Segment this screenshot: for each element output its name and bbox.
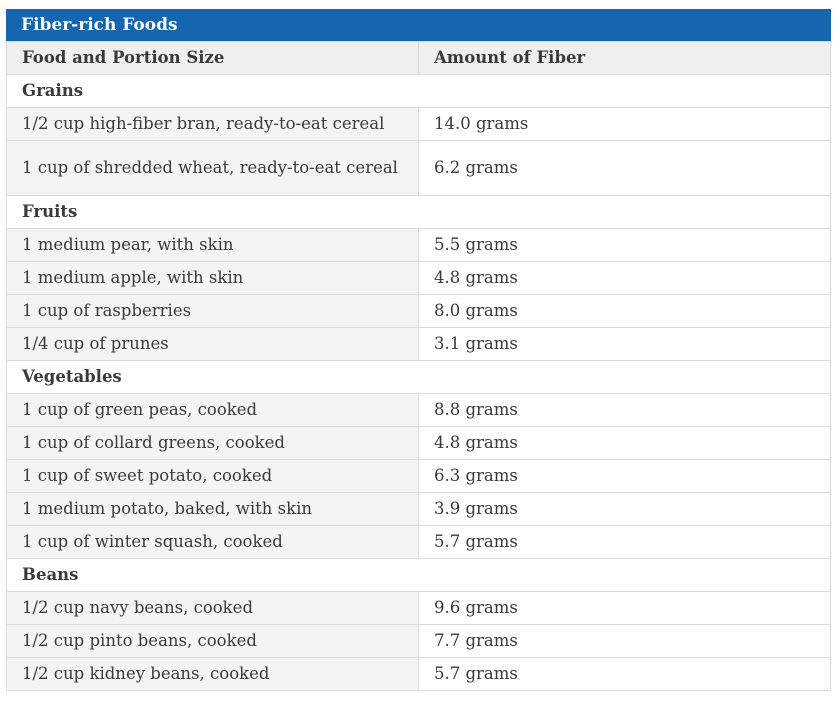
amount-cell: 3.9 grams — [418, 492, 831, 526]
header-amount: Amount of Fiber — [418, 41, 831, 75]
amount-cell: 5.5 grams — [418, 228, 831, 262]
amount-cell: 8.0 grams — [418, 294, 831, 328]
table-title: Fiber-rich Foods — [6, 9, 831, 41]
food-cell: 1/2 cup pinto beans, cooked — [6, 624, 419, 658]
amount-cell: 3.1 grams — [418, 327, 831, 361]
food-cell: 1 cup of collard greens, cooked — [6, 426, 419, 460]
table-row: 1/2 cup high-fiber bran, ready-to-eat ce… — [6, 107, 831, 141]
table-row: 1 cup of winter squash, cooked 5.7 grams — [6, 525, 831, 559]
table-row: 1 medium pear, with skin 5.5 grams — [6, 228, 831, 262]
fiber-rich-foods-table: Fiber-rich Foods Food and Portion Size A… — [6, 9, 831, 691]
table-row: 1 medium apple, with skin 4.8 grams — [6, 261, 831, 295]
table-body: Grains 1/2 cup high-fiber bran, ready-to-… — [6, 74, 831, 691]
food-cell: 1/4 cup of prunes — [6, 327, 419, 361]
food-cell: 1/2 cup kidney beans, cooked — [6, 657, 419, 691]
category-row: Beans — [6, 558, 831, 592]
table-row: 1 medium potato, baked, with skin 3.9 gra… — [6, 492, 831, 526]
table-row: 1/2 cup pinto beans, cooked 7.7 grams — [6, 624, 831, 658]
category-row: Grains — [6, 74, 831, 108]
category-label: Beans — [6, 558, 831, 592]
amount-cell: 6.3 grams — [418, 459, 831, 493]
table-row: 1 cup of raspberries 8.0 grams — [6, 294, 831, 328]
table-row: 1 cup of collard greens, cooked 4.8 grams — [6, 426, 831, 460]
table-row: 1/2 cup navy beans, cooked 9.6 grams — [6, 591, 831, 625]
amount-cell: 4.8 grams — [418, 426, 831, 460]
category-label: Fruits — [6, 195, 831, 229]
food-cell: 1 medium apple, with skin — [6, 261, 419, 295]
food-cell: 1 medium pear, with skin — [6, 228, 419, 262]
amount-cell: 7.7 grams — [418, 624, 831, 658]
table-row: 1/4 cup of prunes 3.1 grams — [6, 327, 831, 361]
amount-cell: 14.0 grams — [418, 107, 831, 141]
food-cell: 1/2 cup navy beans, cooked — [6, 591, 419, 625]
table-row: 1 cup of sweet potato, cooked 6.3 grams — [6, 459, 831, 493]
category-label: Grains — [6, 74, 831, 108]
food-cell: 1 medium potato, baked, with skin — [6, 492, 419, 526]
food-cell: 1 cup of sweet potato, cooked — [6, 459, 419, 493]
amount-cell: 6.2 grams — [418, 140, 831, 196]
table-row: 1 cup of shredded wheat, ready-to-eat ce… — [6, 140, 831, 196]
category-row: Fruits — [6, 195, 831, 229]
header-food: Food and Portion Size — [6, 41, 419, 75]
header-row: Food and Portion Size Amount of Fiber — [6, 41, 831, 75]
table-row: 1 cup of green peas, cooked 8.8 grams — [6, 393, 831, 427]
category-label: Vegetables — [6, 360, 831, 394]
table-row: 1/2 cup kidney beans, cooked 5.7 grams — [6, 657, 831, 691]
amount-cell: 8.8 grams — [418, 393, 831, 427]
amount-cell: 5.7 grams — [418, 657, 831, 691]
amount-cell: 9.6 grams — [418, 591, 831, 625]
food-cell: 1 cup of shredded wheat, ready-to-eat ce… — [6, 140, 419, 196]
amount-cell: 4.8 grams — [418, 261, 831, 295]
food-cell: 1 cup of green peas, cooked — [6, 393, 419, 427]
food-cell: 1 cup of winter squash, cooked — [6, 525, 419, 559]
food-cell: 1/2 cup high-fiber bran, ready-to-eat ce… — [6, 107, 419, 141]
food-cell: 1 cup of raspberries — [6, 294, 419, 328]
amount-cell: 5.7 grams — [418, 525, 831, 559]
category-row: Vegetables — [6, 360, 831, 394]
fiber-table-container: Fiber-rich Foods Food and Portion Size A… — [6, 9, 831, 691]
